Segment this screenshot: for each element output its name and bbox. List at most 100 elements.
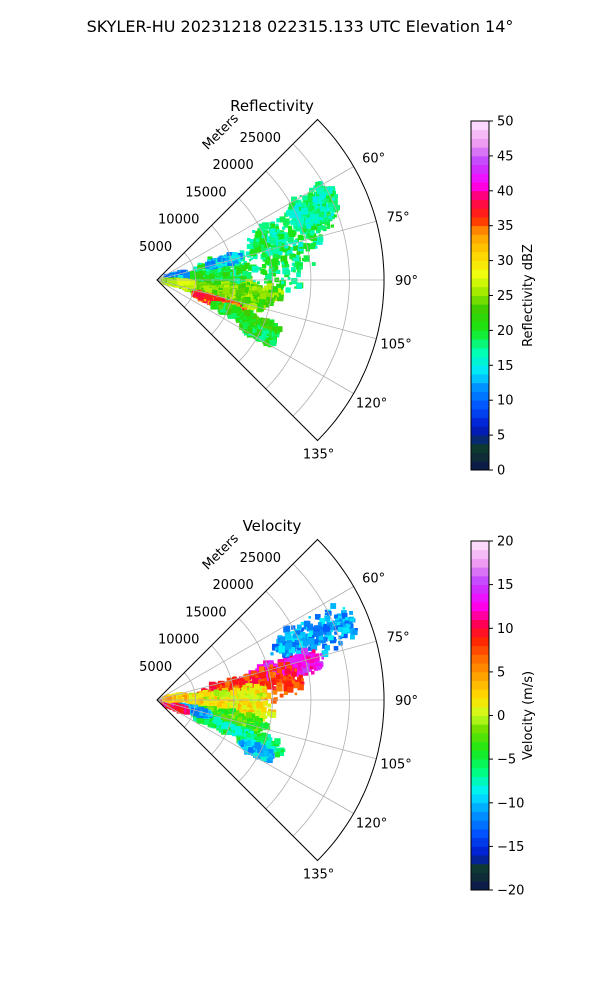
radar-gate [298,235,303,240]
radar-gate [321,225,326,230]
radar-gate [254,716,259,721]
radar-gate [341,634,344,637]
radar-gate [303,627,306,630]
radar-gate [309,616,312,619]
radar-gate [270,340,276,346]
radar-data [159,181,340,347]
radar-gate [294,655,300,661]
radar-gate [275,647,278,650]
radar-gate [198,295,203,300]
radar-gate [247,282,250,285]
radar-gate [291,247,294,250]
colorbar-label: Reflectivity dBZ [521,244,536,347]
radar-gate [280,694,284,698]
radar-gate [242,271,247,276]
radar-gate [341,623,344,626]
radar-gate [334,646,339,651]
radar-gate [329,635,334,640]
radar-gate [261,681,265,685]
radar-gate [293,254,296,257]
radar-gate [286,210,291,215]
radar-gate [318,238,321,241]
colorbar-swatch [471,130,489,139]
radar-gate [242,263,244,265]
radar-gate [308,638,315,645]
radar-gate [247,244,252,249]
radar-gate [274,738,280,744]
radar-gate [254,295,258,299]
radar-gate [323,625,330,632]
colorbar-swatch [471,444,489,453]
radar-gate [316,205,319,208]
panel-title: Reflectivity [230,97,314,115]
radar-gate [328,216,331,219]
radar-gate [274,686,276,688]
colorbar-swatch [471,322,489,331]
radar-gate [249,683,253,687]
radar-gate [255,675,258,678]
radar-gate [259,666,264,671]
radar-gate [325,613,327,615]
radar-gate [317,666,321,670]
colorbar-swatch [471,226,489,235]
radial-axis-label: Meters [200,111,242,153]
radar-gate [238,691,242,695]
angle-tick-label: 60° [362,151,385,166]
radar-gate [317,199,322,204]
radar-gate [244,692,246,694]
radar-gate [249,290,253,294]
radar-gate [325,645,330,650]
colorbar-swatch [471,138,489,147]
radar-gate [337,622,341,626]
colorbar-swatch [471,200,489,209]
radar-gate [203,700,209,706]
radar-gate [267,704,271,708]
radar-data [160,603,358,763]
radar-gate [310,624,313,627]
angle-tick-label: 120° [356,397,387,412]
radar-gate [218,305,223,310]
radar-gate [252,230,255,233]
radar-gate [185,280,190,285]
radial-tick-label: 25000 [240,131,281,146]
radar-gate [252,266,259,273]
radar-gate [210,274,215,279]
radar-gate [243,316,247,320]
radar-gate [211,695,213,697]
colorbar-swatch [471,243,489,252]
radar-gate [339,619,342,622]
colorbar-swatch [471,339,489,348]
radar-gate [287,681,293,687]
radar-gate [246,712,252,718]
radar-gate [223,288,230,295]
radar-gate [282,227,285,230]
colorbar-swatch [471,234,489,243]
radar-gate [210,303,217,310]
radar-gate [349,611,353,615]
radar-gate [343,607,346,610]
radar-gate [283,677,287,681]
colorbar-tick-label: 15 [497,359,514,374]
radar-gate [349,618,353,622]
radar-gate [201,288,203,290]
radar-gate [286,264,289,267]
radial-tick-label: 20000 [212,158,253,173]
radar-gate [237,313,239,315]
radar-gate [262,330,269,337]
radar-gate [276,675,281,680]
colorbar-swatch [471,357,489,366]
radar-gate [199,279,202,282]
radar-gate [278,242,283,247]
radar-gate [286,636,289,639]
radar-gate [224,709,228,713]
radar-gate [221,703,227,709]
radial-tick-label: 10000 [158,213,199,228]
radar-gate [288,236,294,242]
radar-gate [294,669,297,672]
radar-gate [318,643,320,645]
colorbar-tick-label: 5 [497,429,505,444]
radar-gate [234,307,240,313]
colorbar-swatch [471,182,489,191]
radar-gate [244,268,247,271]
